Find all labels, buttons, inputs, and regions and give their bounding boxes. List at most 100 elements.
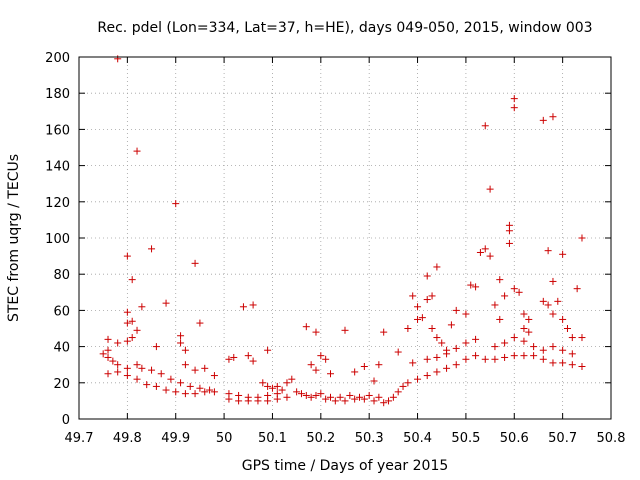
data-point [322,355,330,363]
data-point [186,382,194,390]
y-tick-label: 60 [53,304,70,319]
data-point [443,364,451,372]
data-point [525,315,533,323]
data-point [201,364,209,372]
data-point [404,325,412,332]
data-point [191,259,199,267]
data-point [302,391,310,399]
data-point [404,379,412,387]
data-point [452,344,460,352]
data-point [433,263,441,271]
data-point [143,381,151,389]
data-point [167,375,175,383]
y-tick-label: 100 [45,232,70,247]
data-point [476,248,484,256]
data-point [389,393,397,401]
data-point [302,323,310,331]
y-tick-label: 40 [53,341,70,356]
data-point [99,350,107,358]
data-point [578,334,586,342]
data-point [225,355,233,363]
data-point [104,370,112,378]
data-point [283,393,291,401]
data-point [510,334,518,342]
data-point [549,310,557,318]
data-point [288,375,296,383]
data-point [317,390,325,398]
data-point [472,352,480,360]
y-tick-label: 160 [45,123,70,138]
data-point [409,359,417,367]
data-point [414,375,422,383]
data-point [210,388,218,396]
data-point [452,361,460,369]
data-point [544,301,552,309]
data-point [317,352,325,360]
data-point [501,339,509,347]
data-point [356,393,364,401]
x-tick-label: 50.7 [548,431,577,446]
data-point [109,357,117,365]
data-point [370,397,378,405]
data-point [123,308,131,316]
data-point [462,355,470,363]
data-point [148,245,156,253]
data-point [307,361,315,369]
x-tick-label: 49.7 [65,431,94,446]
data-point [128,276,136,284]
data-point [505,227,513,235]
x-tick-label: 49.8 [113,431,142,446]
data-point [423,272,431,280]
data-point [104,335,112,343]
data-point [114,368,122,376]
data-point [123,364,131,372]
data-point [491,355,499,363]
data-point [264,382,272,390]
data-point [172,388,180,396]
data-point [423,372,431,380]
data-point [414,303,422,311]
data-point [177,339,185,347]
data-point [486,252,494,260]
data-point [428,325,436,332]
data-point [351,395,359,403]
data-point [249,301,257,309]
data-point [148,366,156,374]
data-point [138,364,146,372]
data-point [418,314,426,322]
data-points [99,55,586,407]
data-point [123,337,131,345]
data-point [114,55,122,63]
data-point [191,366,199,374]
data-point [539,355,547,363]
x-tick-label: 50.8 [597,431,626,446]
x-tick-label: 50.2 [306,431,335,446]
data-point [423,296,431,304]
data-point [491,343,499,351]
data-point [433,368,441,376]
data-point [433,353,441,361]
data-point [181,390,189,398]
data-point [249,357,257,365]
data-point [539,297,547,305]
data-point [501,353,509,361]
data-point [244,397,252,405]
data-point [549,359,557,367]
data-point [360,363,368,371]
data-point [472,283,480,291]
data-point [462,310,470,318]
data-point [268,384,276,392]
data-point [254,397,262,405]
data-point [501,292,509,300]
data-point [549,343,557,351]
data-point [515,288,523,296]
data-point [181,361,189,369]
data-point [331,397,339,405]
data-point [341,397,349,405]
data-point [365,391,373,399]
y-tick-label: 0 [62,413,70,428]
y-tick-label: 20 [53,377,70,392]
data-point [539,116,547,124]
data-point [133,147,141,155]
